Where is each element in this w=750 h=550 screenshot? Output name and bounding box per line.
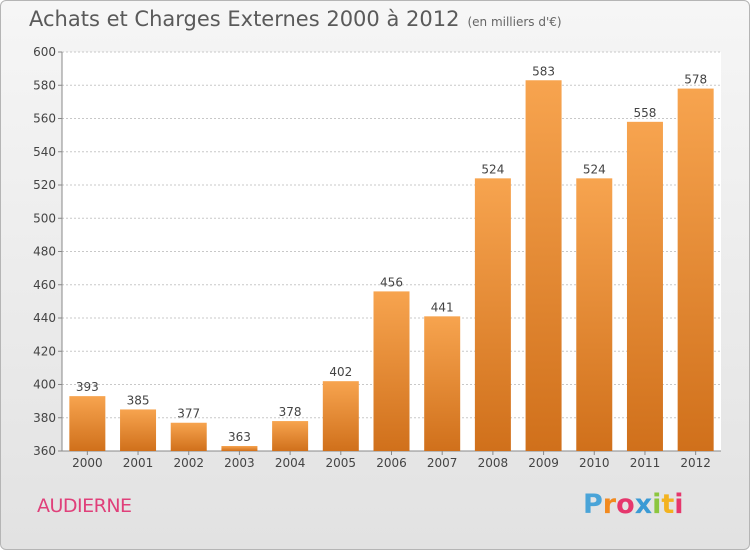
- chart-subtitle: (en milliers d'€): [467, 15, 562, 29]
- y-tick-label: 500: [33, 211, 56, 225]
- x-tick-label: 2001: [123, 456, 154, 470]
- bar: [677, 88, 714, 451]
- x-tick-label: 2003: [224, 456, 255, 470]
- bar-value-label: 558: [634, 106, 657, 120]
- y-tick-label: 580: [33, 78, 56, 92]
- proxiti-logo[interactable]: Proxiti: [583, 489, 684, 520]
- x-tick-label: 2005: [326, 456, 357, 470]
- bar-value-label: 393: [76, 380, 99, 394]
- chart-title: Achats et Charges Externes 2000 à 2012 (e…: [29, 7, 562, 31]
- bar: [474, 178, 511, 451]
- bar-value-label: 377: [177, 407, 200, 421]
- bar: [576, 178, 613, 451]
- y-tick-label: 540: [33, 145, 56, 159]
- bar-value-label: 578: [684, 73, 707, 87]
- x-tick-label: 2007: [427, 456, 458, 470]
- bar: [322, 381, 359, 451]
- y-tick-label: 520: [33, 178, 56, 192]
- commune-name: AUDIERNE: [37, 495, 132, 517]
- y-tick-label: 560: [33, 112, 56, 126]
- y-tick-label: 480: [33, 245, 56, 259]
- bar: [221, 446, 258, 451]
- y-tick-label: 400: [33, 378, 56, 392]
- x-tick-label: 2012: [680, 456, 711, 470]
- x-tick-label: 2011: [630, 456, 661, 470]
- bar: [272, 421, 309, 451]
- bar: [525, 80, 562, 451]
- y-tick-label: 360: [33, 444, 56, 458]
- y-tick-label: 440: [33, 311, 56, 325]
- y-tick-label: 380: [33, 411, 56, 425]
- bars: 393 385 377 363 378 402 456 441 524 583 524 558 578: [69, 64, 714, 451]
- x-tick-label: 2002: [173, 456, 204, 470]
- bar-value-label: 583: [532, 64, 555, 78]
- bar-value-label: 441: [431, 300, 454, 314]
- bar-value-label: 524: [481, 162, 504, 176]
- bar-value-label: 378: [279, 405, 302, 419]
- axes: 360 380 400 420 440 460 480 500 520 540 560 580 600 2…: [33, 45, 721, 470]
- chart-title-text: Achats et Charges Externes 2000 à 2012: [29, 7, 460, 31]
- y-tick-label: 600: [33, 45, 56, 59]
- x-tick-label: 2006: [376, 456, 407, 470]
- x-tick-label: 2009: [528, 456, 559, 470]
- bar: [373, 291, 410, 451]
- x-tick-label: 2008: [478, 456, 509, 470]
- y-tick-label: 460: [33, 278, 56, 292]
- bar: [120, 409, 157, 451]
- bar: [170, 422, 207, 451]
- bar: [424, 316, 461, 451]
- bar-value-label: 524: [583, 162, 606, 176]
- y-tick-label: 420: [33, 344, 56, 358]
- x-tick-label: 2000: [72, 456, 103, 470]
- bar: [69, 396, 106, 451]
- x-tick-label: 2010: [579, 456, 610, 470]
- bar-value-label: 385: [127, 393, 150, 407]
- x-tick-label: 2004: [275, 456, 306, 470]
- bar-value-label: 402: [329, 365, 352, 379]
- bar-value-label: 456: [380, 275, 403, 289]
- bar-value-label: 363: [228, 430, 251, 444]
- bar: [626, 121, 663, 451]
